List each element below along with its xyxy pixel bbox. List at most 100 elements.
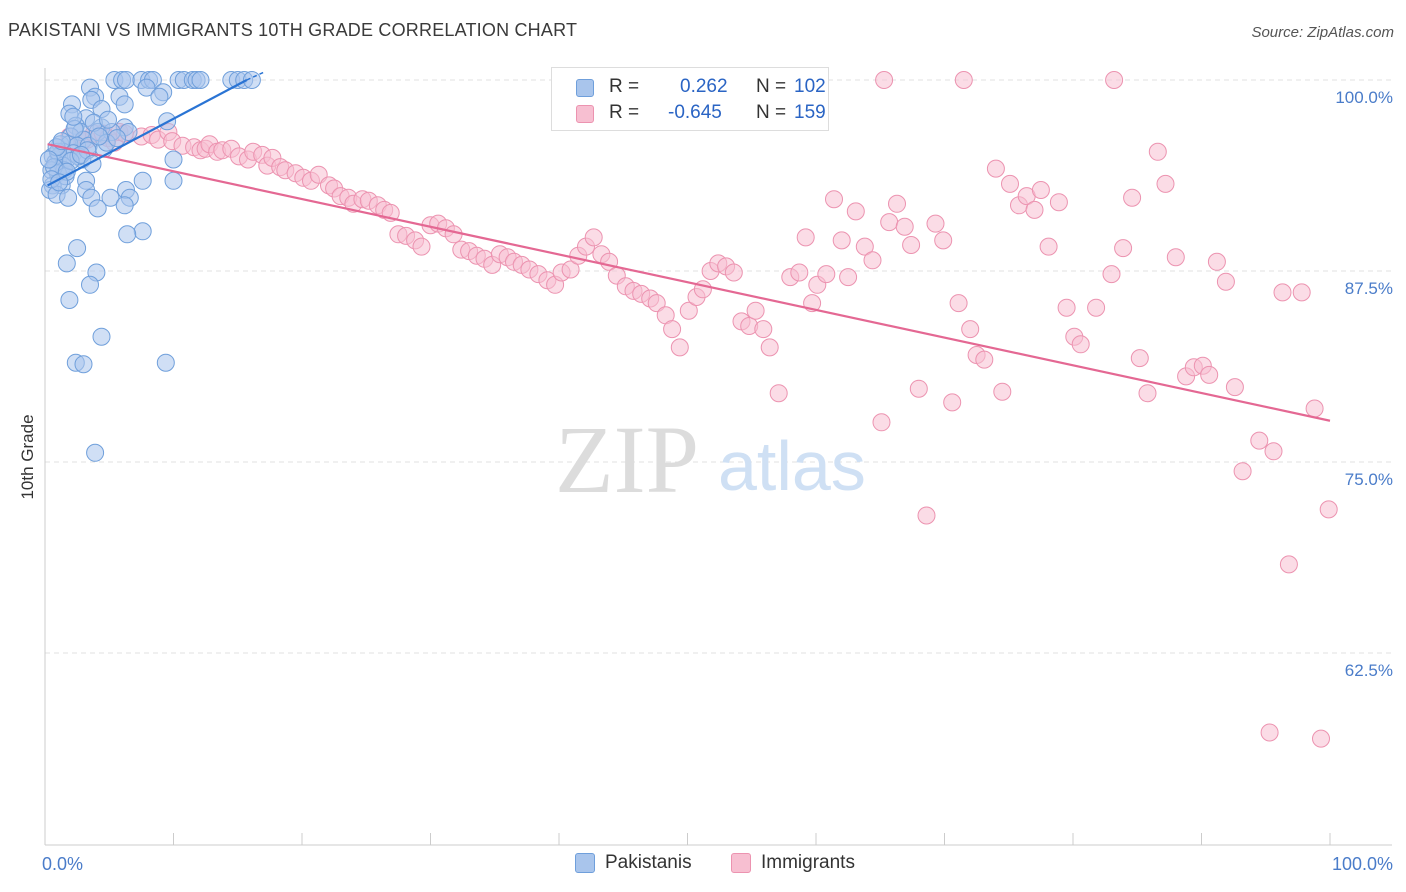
immigrants-point bbox=[902, 236, 921, 254]
immigrants-point bbox=[875, 71, 894, 89]
y-tick-label: 75.0% bbox=[1345, 470, 1393, 489]
pakistanis-point bbox=[59, 188, 78, 207]
immigrants-point bbox=[855, 237, 874, 256]
immigrants-point bbox=[1105, 71, 1124, 89]
immigrants-point bbox=[584, 228, 603, 247]
pakistanis-point bbox=[74, 355, 93, 374]
trend-lines bbox=[47, 71, 1331, 422]
watermark-atlas: atlas bbox=[718, 427, 866, 505]
pakistanis-point bbox=[101, 188, 120, 207]
pakistanis-point bbox=[150, 87, 169, 106]
pakistanis-point bbox=[133, 222, 152, 241]
immigrants-point bbox=[1260, 723, 1279, 742]
immigrants-point bbox=[839, 268, 858, 287]
immigrants-point bbox=[1292, 283, 1311, 302]
pakistanis-point bbox=[164, 171, 183, 190]
legend-n-value-pakistanis: 102 bbox=[794, 76, 826, 97]
immigrants-point bbox=[1025, 200, 1044, 219]
immigrants-swatch bbox=[576, 105, 594, 123]
immigrants-point bbox=[790, 263, 809, 282]
immigrants-point bbox=[917, 506, 936, 525]
axis-labels: 100.0% 87.5% 75.0% 62.5% 0.0% 100.0% bbox=[42, 88, 1393, 874]
pakistanis-point bbox=[57, 254, 76, 273]
immigrants-point bbox=[832, 231, 851, 250]
y-axis-title: 10th Grade bbox=[18, 414, 37, 499]
pakistanis-point bbox=[191, 71, 210, 89]
immigrants-point bbox=[943, 393, 962, 412]
immigrants-point bbox=[888, 194, 906, 213]
legend-r-value-immigrants: -0.645 bbox=[668, 102, 722, 123]
watermark: ZIP atlas bbox=[555, 406, 866, 513]
immigrants-point bbox=[796, 228, 815, 247]
legend-r-label: R = bbox=[609, 102, 640, 123]
x-tick-label-max: 100.0% bbox=[1332, 854, 1393, 874]
pakistanis-swatch bbox=[576, 79, 594, 97]
immigrants-point bbox=[863, 251, 882, 270]
pakistanis-point bbox=[137, 78, 156, 97]
pakistanis-point bbox=[99, 110, 117, 129]
pakistanis-point bbox=[133, 171, 152, 190]
legend-n-label: N = bbox=[756, 102, 787, 123]
immigrants-point bbox=[1166, 248, 1185, 267]
immigrants-point bbox=[949, 294, 968, 313]
pakistanis-point bbox=[68, 239, 87, 258]
pakistanis-point bbox=[81, 275, 99, 294]
immigrants-point bbox=[1207, 252, 1226, 271]
y-tick-label: 87.5% bbox=[1345, 279, 1393, 298]
immigrants-point bbox=[1001, 174, 1019, 193]
chart-title: PAKISTANI VS IMMIGRANTS 10TH GRADE CORRE… bbox=[8, 20, 578, 40]
pakistanis-trend-extension bbox=[246, 71, 264, 81]
y-tick-label: 62.5% bbox=[1345, 661, 1393, 680]
immigrants-point bbox=[1279, 555, 1298, 574]
immigrants-point bbox=[846, 202, 865, 221]
immigrants-point bbox=[926, 214, 945, 233]
immigrants-point bbox=[1305, 399, 1324, 418]
immigrants-point bbox=[1264, 442, 1283, 461]
immigrants-point bbox=[754, 320, 773, 339]
immigrants-point bbox=[1250, 431, 1269, 450]
pakistanis-point bbox=[88, 199, 107, 218]
y-tick-label: 100.0% bbox=[1335, 88, 1393, 107]
pakistanis-point bbox=[108, 129, 126, 148]
immigrants-point bbox=[954, 71, 973, 89]
immigrants-point bbox=[1138, 384, 1157, 403]
pakistanis-point bbox=[118, 225, 137, 244]
pakistanis-legend-label: Pakistanis bbox=[605, 852, 692, 873]
pakistanis-point bbox=[115, 196, 134, 215]
immigrants-point bbox=[1273, 283, 1292, 302]
pakistanis-legend-swatch bbox=[575, 853, 595, 873]
axes bbox=[44, 68, 1392, 846]
immigrants-points bbox=[60, 71, 1338, 748]
pakistanis-point bbox=[39, 150, 58, 169]
pakistanis-point bbox=[64, 107, 83, 126]
immigrants-point bbox=[1123, 188, 1142, 207]
immigrants-point bbox=[1031, 181, 1050, 199]
immigrants-legend-swatch bbox=[731, 853, 751, 873]
legend-r-label: R = bbox=[609, 76, 640, 97]
immigrants-point bbox=[647, 294, 666, 313]
legend-n-value-immigrants: 159 bbox=[794, 102, 826, 123]
immigrants-point bbox=[760, 338, 779, 357]
immigrants-point bbox=[1039, 237, 1058, 256]
immigrants-point bbox=[1130, 349, 1149, 368]
immigrants-point bbox=[1148, 142, 1167, 161]
watermark-zip: ZIP bbox=[555, 406, 699, 513]
immigrants-point bbox=[895, 217, 914, 236]
immigrants-point bbox=[1216, 272, 1235, 291]
immigrants-point bbox=[670, 338, 689, 357]
stats-legend: R = 0.262 N = 102 R = -0.645 N = 159 bbox=[551, 67, 829, 131]
immigrants-point bbox=[679, 301, 698, 320]
immigrants-trend-line bbox=[47, 143, 1331, 422]
immigrants-point bbox=[1102, 265, 1121, 284]
immigrants-point bbox=[663, 320, 682, 339]
immigrants-point bbox=[872, 413, 891, 432]
immigrants-point bbox=[993, 382, 1012, 401]
immigrants-point bbox=[769, 384, 788, 403]
pakistanis-point bbox=[164, 150, 183, 169]
immigrants-legend-label: Immigrants bbox=[761, 852, 855, 873]
immigrants-point bbox=[880, 213, 899, 232]
immigrants-point bbox=[1114, 239, 1133, 258]
source-credit: Source: ZipAtlas.com bbox=[1251, 24, 1394, 41]
immigrants-point bbox=[825, 190, 843, 209]
